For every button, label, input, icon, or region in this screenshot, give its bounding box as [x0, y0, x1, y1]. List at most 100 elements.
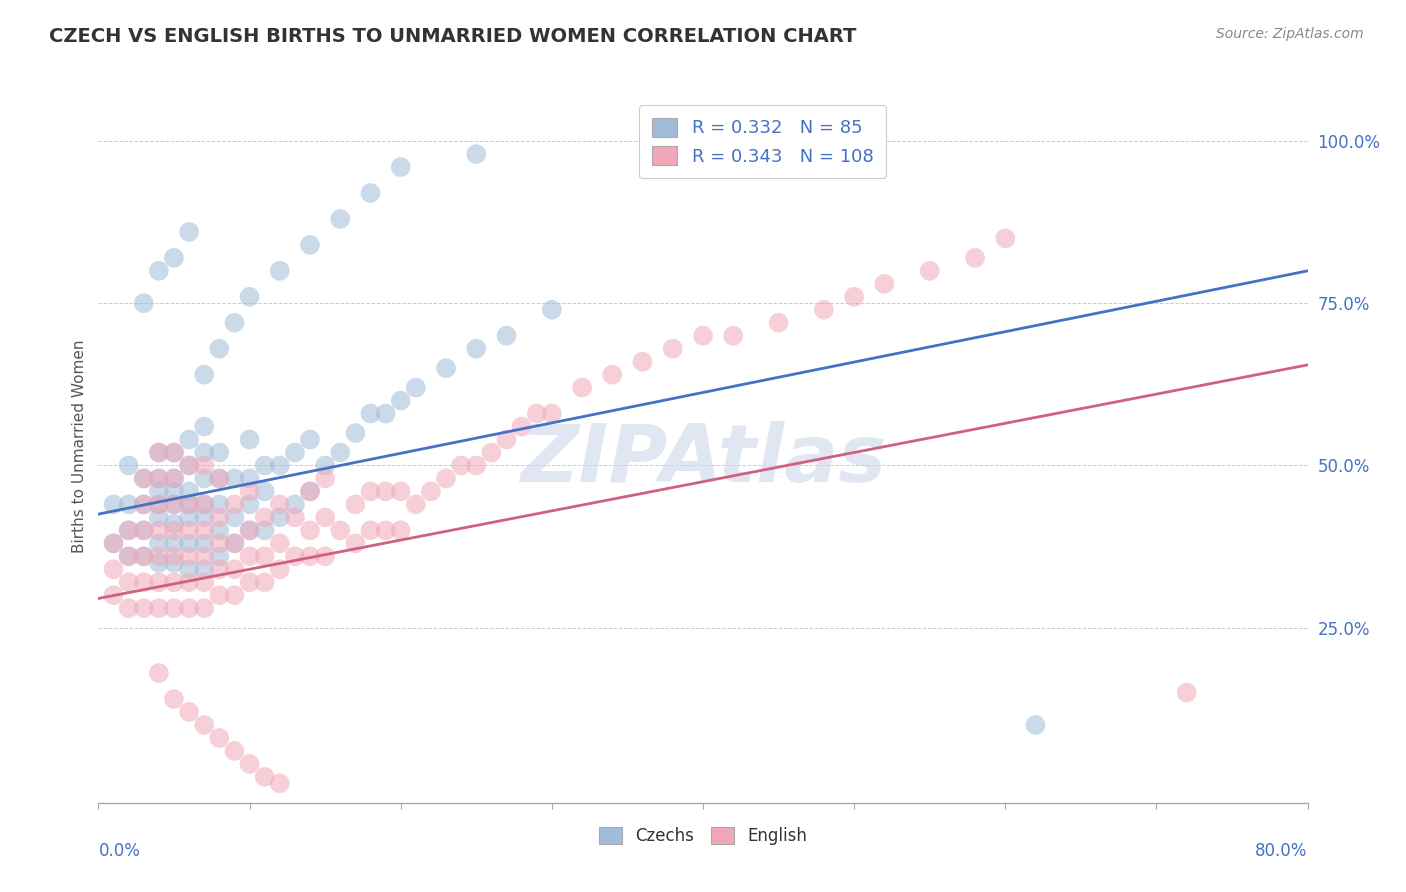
Point	[179, 549, 201, 564]
Point	[224, 471, 246, 485]
Point	[208, 549, 231, 564]
Point	[132, 296, 155, 310]
Point	[132, 524, 155, 538]
Point	[253, 524, 276, 538]
Point	[314, 471, 336, 485]
Point	[269, 497, 291, 511]
Point	[239, 290, 262, 304]
Point	[193, 471, 215, 485]
Point	[314, 510, 336, 524]
Point	[148, 445, 170, 459]
Point	[344, 425, 367, 440]
Point	[540, 407, 562, 421]
Point	[179, 575, 201, 590]
Point	[420, 484, 443, 499]
Text: 80.0%: 80.0%	[1256, 842, 1308, 860]
Point	[465, 342, 488, 356]
Point	[208, 510, 231, 524]
Point	[360, 407, 382, 421]
Point	[118, 524, 141, 538]
Point	[450, 458, 472, 473]
Point	[208, 536, 231, 550]
Point	[405, 381, 427, 395]
Point	[148, 471, 170, 485]
Point	[661, 342, 683, 356]
Point	[224, 536, 246, 550]
Point	[253, 770, 276, 784]
Point	[224, 316, 246, 330]
Point	[239, 575, 262, 590]
Point	[299, 238, 322, 252]
Point	[692, 328, 714, 343]
Point	[510, 419, 533, 434]
Point	[284, 510, 307, 524]
Point	[163, 524, 186, 538]
Point	[239, 433, 262, 447]
Point	[344, 497, 367, 511]
Point	[208, 445, 231, 459]
Point	[163, 549, 186, 564]
Point	[163, 692, 186, 706]
Point	[148, 510, 170, 524]
Point	[179, 705, 201, 719]
Point	[918, 264, 941, 278]
Text: ZIPAtlas: ZIPAtlas	[520, 421, 886, 500]
Point	[434, 361, 457, 376]
Point	[179, 225, 201, 239]
Point	[994, 231, 1017, 245]
Point	[526, 407, 548, 421]
Point	[465, 147, 488, 161]
Point	[163, 536, 186, 550]
Point	[163, 471, 186, 485]
Point	[118, 549, 141, 564]
Point	[269, 562, 291, 576]
Point	[329, 524, 352, 538]
Point	[179, 458, 201, 473]
Point	[193, 562, 215, 576]
Point	[118, 601, 141, 615]
Point	[239, 756, 262, 771]
Point	[208, 588, 231, 602]
Point	[193, 510, 215, 524]
Point	[208, 471, 231, 485]
Point	[193, 497, 215, 511]
Point	[118, 458, 141, 473]
Point	[193, 536, 215, 550]
Point	[1175, 685, 1198, 699]
Point	[193, 497, 215, 511]
Point	[118, 524, 141, 538]
Point	[163, 516, 186, 531]
Point	[239, 549, 262, 564]
Point	[163, 484, 186, 499]
Point	[239, 484, 262, 499]
Point	[540, 302, 562, 317]
Point	[495, 328, 517, 343]
Point	[179, 601, 201, 615]
Point	[148, 497, 170, 511]
Point	[118, 549, 141, 564]
Point	[299, 524, 322, 538]
Point	[148, 666, 170, 681]
Point	[132, 549, 155, 564]
Point	[314, 549, 336, 564]
Point	[132, 601, 155, 615]
Point	[224, 536, 246, 550]
Point	[163, 556, 186, 570]
Point	[329, 445, 352, 459]
Point	[148, 497, 170, 511]
Point	[360, 484, 382, 499]
Point	[148, 575, 170, 590]
Point	[193, 445, 215, 459]
Point	[360, 524, 382, 538]
Point	[239, 524, 262, 538]
Point	[481, 445, 503, 459]
Point	[103, 536, 125, 550]
Point	[813, 302, 835, 317]
Point	[148, 471, 170, 485]
Point	[253, 484, 276, 499]
Point	[118, 575, 141, 590]
Point	[284, 445, 307, 459]
Point	[179, 497, 201, 511]
Point	[374, 524, 396, 538]
Point	[148, 601, 170, 615]
